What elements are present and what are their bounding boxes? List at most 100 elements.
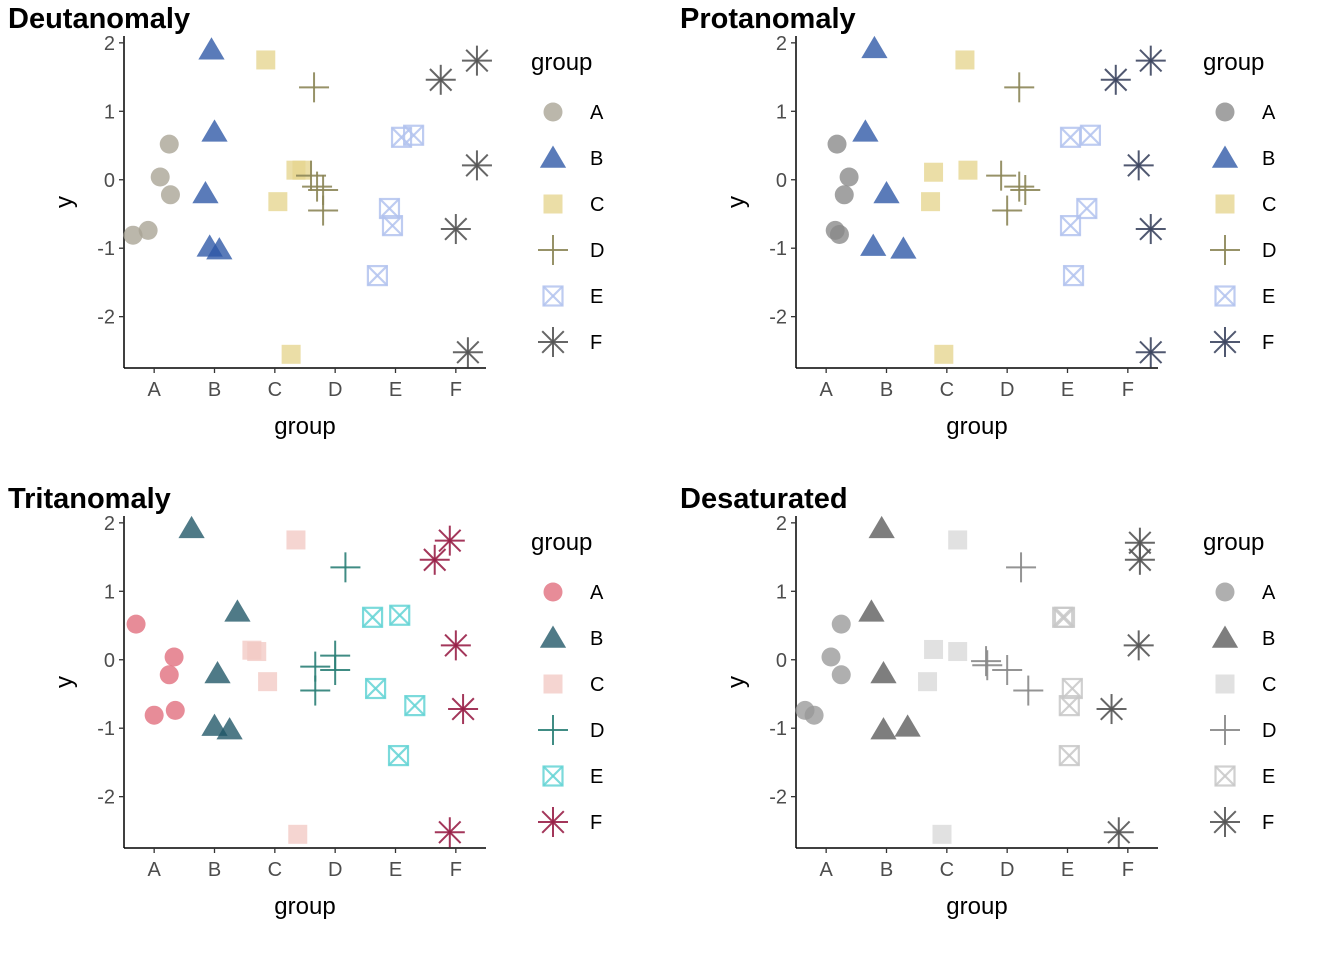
data-point [1059, 126, 1082, 148]
legend: group A B C D E F [531, 49, 604, 357]
x-tick-label: D [328, 859, 342, 881]
data-point [144, 705, 164, 725]
data-point [364, 677, 387, 700]
legend-label: A [590, 102, 604, 124]
x-tick-label: E [1061, 379, 1074, 401]
series-b [858, 515, 921, 740]
series-d [971, 552, 1044, 706]
series-f [1100, 45, 1166, 368]
square-outline [364, 677, 387, 700]
cross-stroke [1060, 215, 1081, 236]
data-point [829, 225, 849, 245]
data-point [440, 630, 471, 661]
series-c [921, 50, 978, 364]
legend-key [1210, 327, 1240, 357]
legend-title: group [1203, 529, 1264, 556]
legend-key [538, 807, 568, 837]
data-point [178, 515, 205, 539]
data-point [389, 604, 411, 626]
asterisk-stroke [438, 820, 462, 844]
x-tick-label: F [450, 859, 462, 881]
y-tick-label: 1 [776, 581, 787, 603]
y-tick-label: 1 [104, 581, 115, 603]
legend-label: F [1262, 812, 1274, 834]
x-tick-label: D [328, 379, 342, 401]
asterisk-stroke [444, 633, 468, 657]
legend-key [1215, 102, 1235, 122]
data-point [992, 195, 1023, 226]
cross-stroke [367, 265, 388, 286]
x-tick-label: D [1000, 379, 1014, 401]
data-point [870, 660, 897, 684]
x-tick-label: A [147, 379, 161, 401]
x-tick-label: F [450, 379, 462, 401]
legend-label: C [1262, 194, 1276, 216]
data-point [165, 700, 185, 720]
square-outline [1214, 765, 1236, 787]
series-c [242, 530, 308, 844]
chart-title: Deutanomaly [8, 3, 190, 35]
data-point [932, 824, 952, 844]
series-b [852, 35, 917, 259]
legend-key [1210, 715, 1240, 745]
series-e [366, 124, 425, 287]
data-point [918, 672, 938, 692]
data-point [201, 119, 228, 142]
asterisk-stroke [1104, 68, 1128, 92]
data-point [971, 646, 1002, 677]
legend-key [1210, 235, 1240, 265]
legend-key [1214, 765, 1236, 787]
asterisk-stroke [465, 153, 489, 177]
data-point [1010, 175, 1041, 206]
data-point [821, 647, 841, 667]
legend-key [542, 285, 564, 307]
square-outline [366, 264, 388, 287]
data-point [1096, 694, 1127, 725]
cross-stroke [1059, 695, 1080, 716]
legend-title: group [531, 529, 592, 556]
data-point [387, 744, 410, 767]
data-point [216, 717, 243, 740]
data-point [1079, 124, 1102, 146]
series-b [178, 515, 251, 740]
data-point [1123, 150, 1154, 181]
square-outline [389, 604, 411, 626]
x-tick-label: B [880, 379, 893, 401]
data-point [839, 167, 859, 187]
legend-title: group [1203, 49, 1264, 76]
data-point [1076, 197, 1098, 220]
legend-label: F [590, 812, 602, 834]
data-point [419, 544, 450, 575]
legend-label: D [1262, 720, 1276, 742]
data-point [381, 215, 404, 237]
data-point [201, 713, 228, 736]
data-point [448, 694, 479, 725]
square-outline [542, 285, 564, 307]
data-point [440, 214, 471, 245]
data-point [361, 606, 384, 628]
cross-stroke [1052, 607, 1073, 628]
cross-stroke [389, 604, 411, 626]
square-outline [404, 695, 426, 717]
y-tick-label: 0 [104, 170, 115, 192]
series-d [300, 552, 361, 706]
square-outline [1214, 285, 1236, 307]
x-tick-label: D [1000, 859, 1014, 881]
legend-key [539, 145, 567, 168]
series-f [419, 525, 479, 848]
x-tick-label: C [268, 859, 282, 881]
data-point [366, 264, 388, 287]
data-point [1100, 64, 1131, 95]
data-point [224, 599, 251, 622]
series-a [123, 134, 180, 245]
legend-key [543, 674, 563, 694]
data-point [320, 655, 351, 686]
series-e [1052, 606, 1083, 767]
series-e [361, 604, 426, 767]
square-outline [1062, 264, 1085, 287]
data-point [164, 647, 184, 667]
legend-label: F [1262, 332, 1274, 354]
